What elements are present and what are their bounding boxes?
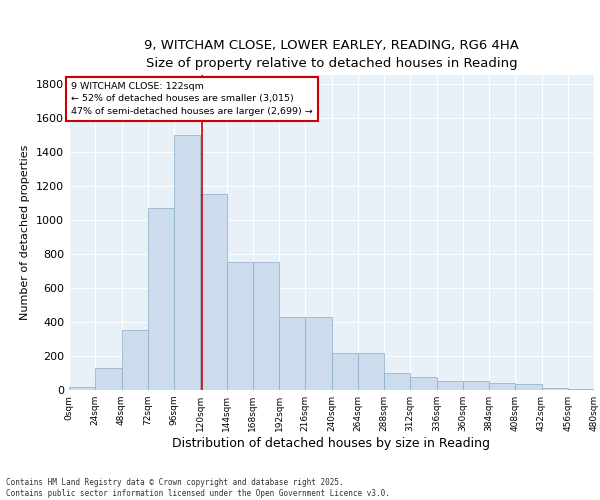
Bar [410, 377, 437, 390]
Bar [279, 317, 305, 390]
Bar [148, 208, 174, 390]
Bar [305, 317, 331, 390]
Bar [542, 388, 568, 390]
Text: Contains HM Land Registry data © Crown copyright and database right 2025.
Contai: Contains HM Land Registry data © Crown c… [6, 478, 390, 498]
Bar [358, 354, 384, 390]
Bar [463, 380, 489, 390]
Bar [568, 389, 594, 390]
Y-axis label: Number of detached properties: Number of detached properties [20, 145, 31, 320]
Bar [121, 330, 148, 390]
Bar [174, 134, 200, 390]
Bar [384, 373, 410, 390]
Bar [69, 386, 95, 390]
Bar [437, 380, 463, 390]
Bar [489, 383, 515, 390]
Bar [331, 354, 358, 390]
X-axis label: Distribution of detached houses by size in Reading: Distribution of detached houses by size … [173, 437, 491, 450]
Bar [227, 262, 253, 390]
Bar [200, 194, 227, 390]
Bar [95, 368, 121, 390]
Bar [515, 384, 542, 390]
Title: 9, WITCHAM CLOSE, LOWER EARLEY, READING, RG6 4HA
Size of property relative to de: 9, WITCHAM CLOSE, LOWER EARLEY, READING,… [144, 38, 519, 70]
Bar [253, 262, 279, 390]
Text: 9 WITCHAM CLOSE: 122sqm
← 52% of detached houses are smaller (3,015)
47% of semi: 9 WITCHAM CLOSE: 122sqm ← 52% of detache… [71, 82, 313, 116]
